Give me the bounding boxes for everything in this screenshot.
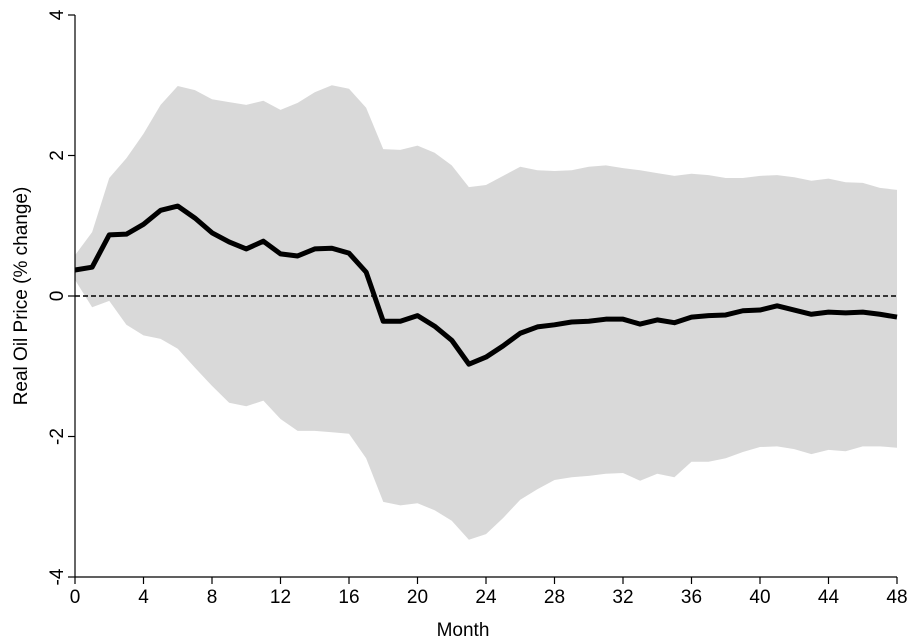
- y-tick-label: -4: [47, 568, 68, 585]
- x-tick-label: 4: [138, 587, 149, 608]
- x-tick-label: 12: [270, 587, 291, 608]
- x-tick-label: 40: [749, 587, 770, 608]
- x-tick-label: 24: [475, 587, 497, 608]
- y-tick-label: -2: [47, 428, 68, 445]
- y-tick-label: 4: [47, 9, 68, 20]
- confidence-band: [75, 85, 897, 540]
- x-tick-label: 32: [612, 587, 633, 608]
- x-tick-label: 8: [207, 587, 218, 608]
- x-tick-label: 28: [544, 587, 565, 608]
- y-axis-label: Real Oil Price (% change): [11, 187, 32, 406]
- x-axis-label: Month: [437, 620, 490, 641]
- y-tick-label: 2: [47, 150, 68, 161]
- response-line: [74, 203, 898, 367]
- x-tick-label: 36: [681, 587, 702, 608]
- y-tick-label: 0: [47, 291, 68, 302]
- x-tick-label: 20: [407, 587, 428, 608]
- x-tick-label: 0: [70, 587, 81, 608]
- x-tick-label: 44: [818, 587, 840, 608]
- x-tick-label: 16: [338, 587, 359, 608]
- x-tick-label: 48: [886, 587, 907, 608]
